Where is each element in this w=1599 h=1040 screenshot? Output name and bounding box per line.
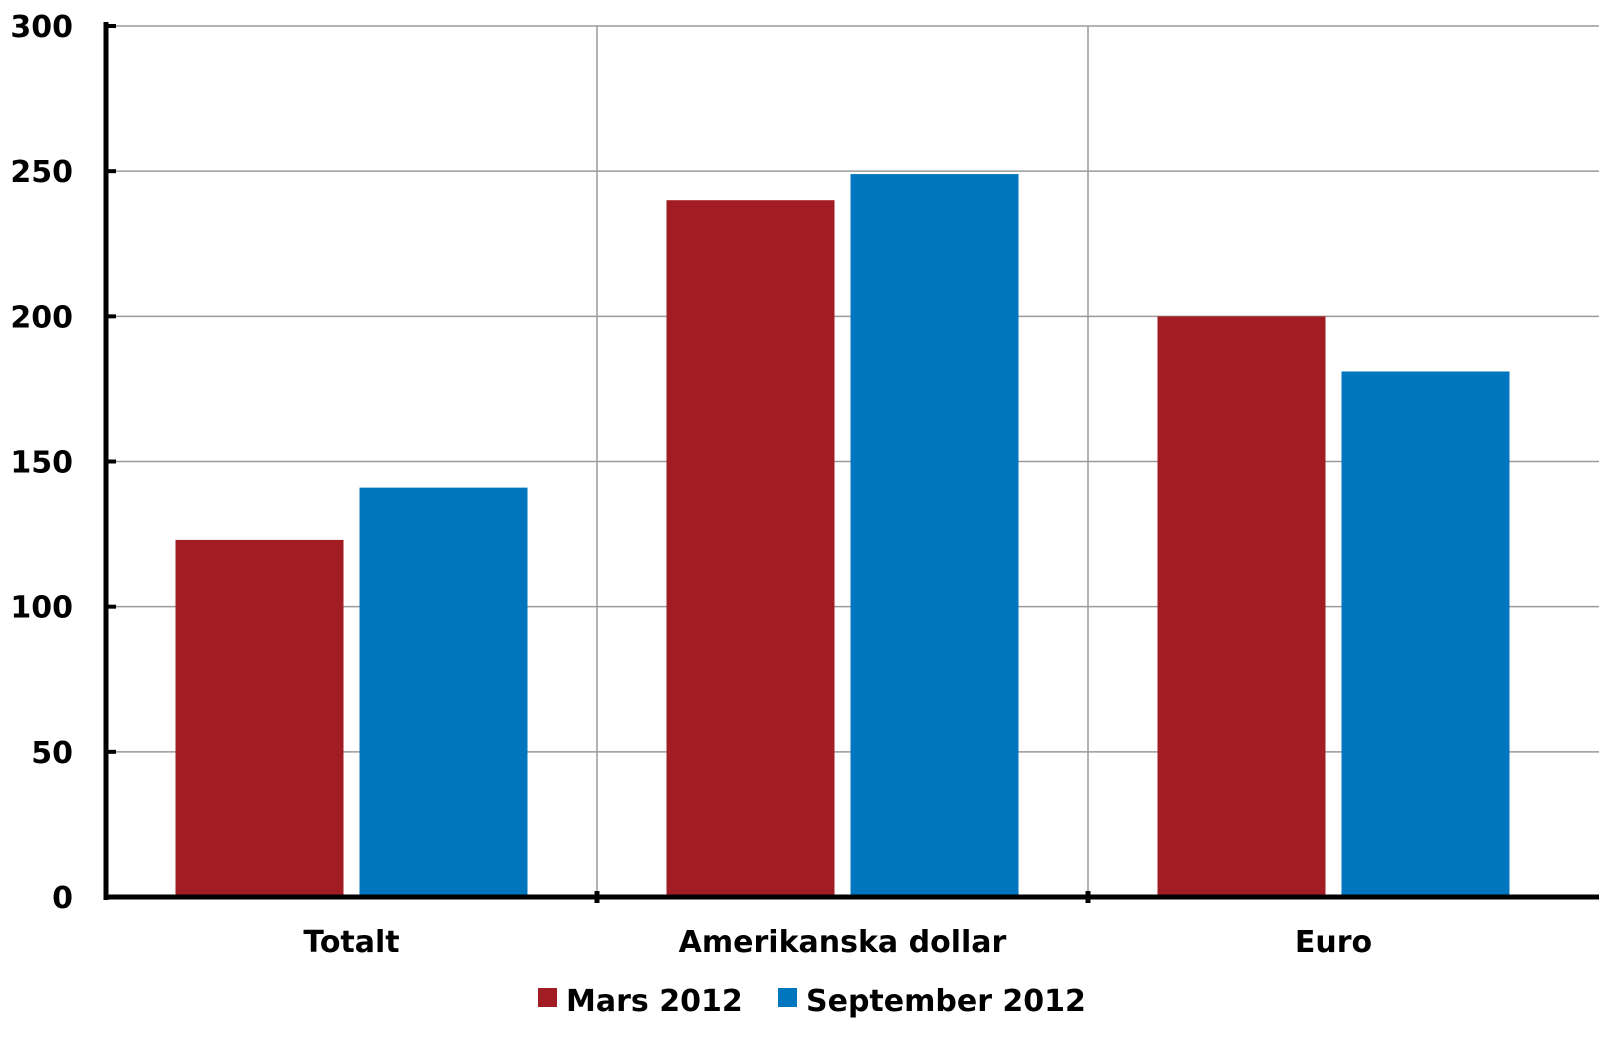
x-category-label: Totalt <box>303 925 399 960</box>
bar-mars-2012 <box>175 539 344 897</box>
legend-swatch <box>538 988 557 1007</box>
y-tick-label: 0 <box>52 881 73 916</box>
y-tick-label: 250 <box>10 155 73 190</box>
legend-label: Mars 2012 <box>566 984 743 1019</box>
y-tick-labels: 0 50 100 150 200 250 300 <box>10 10 73 916</box>
bar-september-2012 <box>359 487 528 897</box>
bar-mars-2012 <box>666 200 835 897</box>
bar-september-2012 <box>850 174 1019 897</box>
bar-september-2012 <box>1341 371 1510 897</box>
legend-label: September 2012 <box>806 984 1086 1019</box>
x-category-label: Amerikanska dollar <box>679 925 1007 960</box>
x-category-labels: Totalt Amerikanska dollar Euro <box>303 925 1372 960</box>
x-category-label: Euro <box>1295 925 1372 960</box>
y-tick-label: 300 <box>10 10 73 45</box>
legend: Mars 2012 September 2012 <box>538 984 1086 1019</box>
y-tick-label: 150 <box>10 446 73 481</box>
bars <box>175 174 1510 897</box>
legend-swatch <box>778 988 797 1007</box>
bar-mars-2012 <box>1157 316 1326 897</box>
axes <box>103 22 1599 903</box>
y-tick-label: 100 <box>10 591 73 626</box>
y-tick-label: 200 <box>10 300 73 335</box>
y-tick-label: 50 <box>31 736 73 771</box>
